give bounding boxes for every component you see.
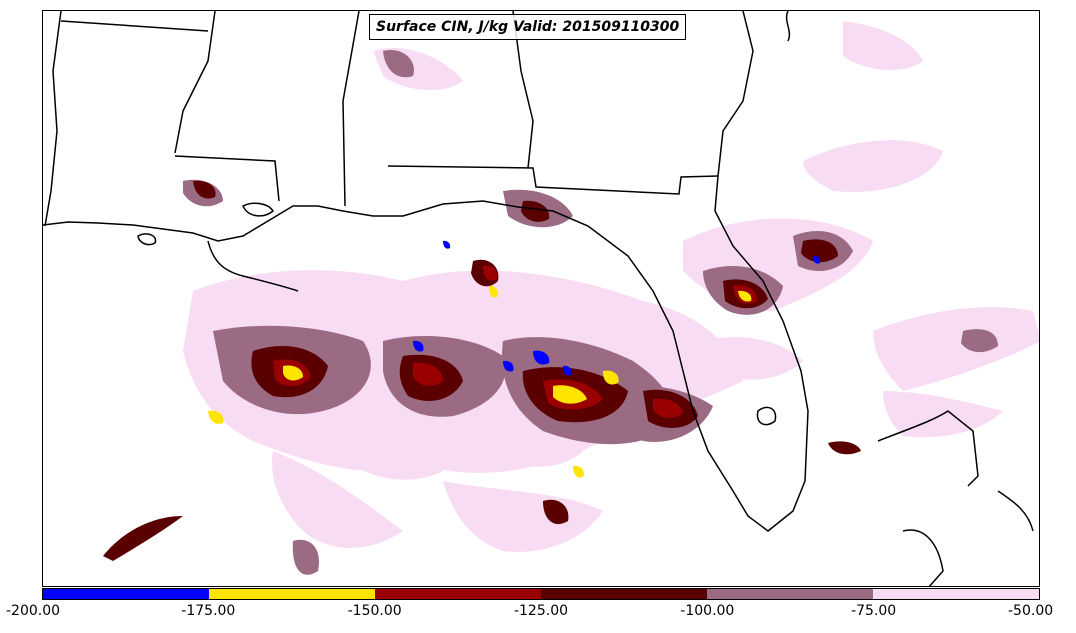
colorbar-tick-label: -100.00 bbox=[680, 603, 735, 619]
cin-shading-light bbox=[183, 21, 1039, 552]
colorbar-segment bbox=[873, 589, 1039, 599]
map-frame bbox=[42, 10, 1040, 587]
colorbar-tick-label: -200.00 bbox=[6, 603, 61, 619]
colorbar-segment bbox=[209, 589, 375, 599]
colorbar-tick-label: -75.00 bbox=[851, 603, 897, 619]
colorbar-segment bbox=[43, 589, 209, 599]
colorbar-labels: -200.00 -175.00 -150.00 -125.00 -100.00 -75.0… bbox=[0, 600, 1076, 624]
cin-map bbox=[43, 11, 1039, 586]
colorbar-tick-label: -150.00 bbox=[347, 603, 402, 619]
cin-shading-blue bbox=[413, 240, 821, 376]
colorbar-tick-label: -175.00 bbox=[181, 603, 236, 619]
boundaries bbox=[43, 11, 1034, 586]
map-title: Surface CIN, J/kg Valid: 201509110300 bbox=[369, 14, 687, 40]
colorbar bbox=[42, 588, 1040, 600]
colorbar-tick-label: -125.00 bbox=[513, 603, 569, 619]
cin-shading-yellow bbox=[208, 285, 752, 478]
colorbar-segment bbox=[541, 589, 707, 599]
colorbar-segment bbox=[707, 589, 873, 599]
colorbar-tick-label: -50.00 bbox=[1008, 603, 1054, 619]
colorbar-segment bbox=[375, 589, 541, 599]
